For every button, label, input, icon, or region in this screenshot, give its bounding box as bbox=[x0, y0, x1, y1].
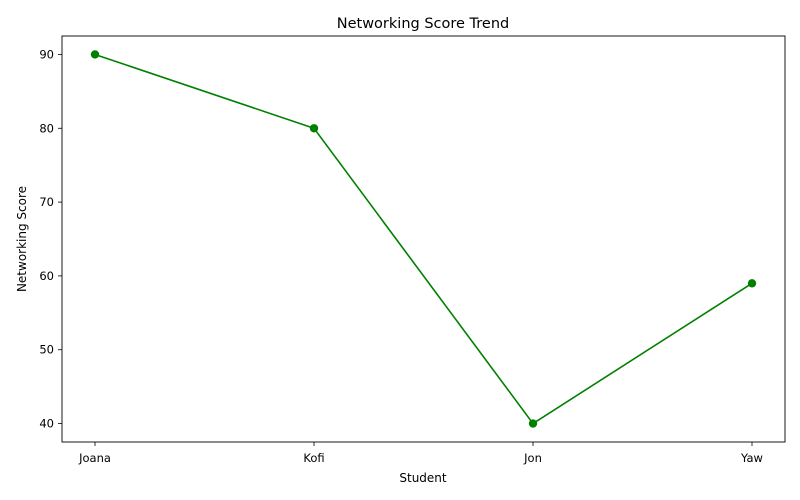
series-line bbox=[94, 53, 753, 425]
x-tick-label: Joana bbox=[78, 451, 111, 465]
data-point bbox=[309, 124, 319, 133]
x-axis-label: Student bbox=[399, 471, 447, 485]
data-point bbox=[747, 279, 757, 288]
data-point bbox=[90, 50, 100, 59]
x-tick-label: Jon bbox=[523, 451, 542, 465]
plot-frame bbox=[61, 35, 786, 443]
y-tick-label: 60 bbox=[39, 269, 54, 283]
y-tick-label: 90 bbox=[39, 47, 54, 61]
y-tick-label: 70 bbox=[39, 195, 54, 209]
data-point bbox=[528, 419, 538, 428]
plot-area: 40 50 60 70 80 90 Joana Kofi Jon Yaw bbox=[39, 35, 786, 465]
y-tick-label: 40 bbox=[39, 417, 54, 431]
y-axis-label: Networking Score bbox=[15, 186, 29, 292]
chart-title: Networking Score Trend bbox=[337, 16, 509, 32]
y-tick-label: 50 bbox=[39, 343, 54, 357]
x-tick-label: Yaw bbox=[740, 451, 763, 465]
x-tick-label: Kofi bbox=[303, 451, 324, 465]
y-tick-label: 80 bbox=[39, 121, 54, 135]
